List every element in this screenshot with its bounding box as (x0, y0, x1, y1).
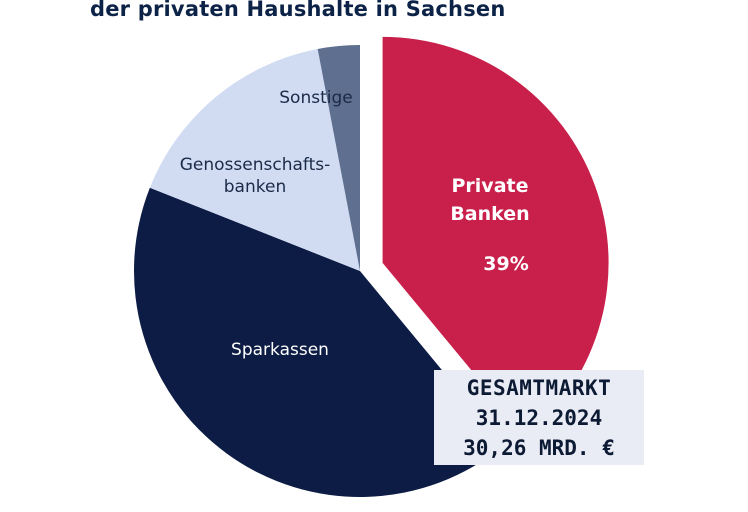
label-private-banken-1: Private (452, 175, 529, 197)
total-market-date: 31.12.2024 (475, 406, 603, 430)
label-sparkassen-1: Sparkassen (231, 340, 329, 360)
pie-labels: Private Banken 39% Sparkassen Genossenschaft… (180, 88, 530, 360)
slice-private-banken (382, 36, 609, 438)
chart-title: der privaten Haushalte in Sachsen (90, 0, 506, 21)
slice-sparkassen (134, 187, 505, 498)
slice-sonstige (317, 45, 360, 271)
label-sonstige-1: Sonstige (279, 88, 352, 108)
pie-slices (134, 36, 609, 498)
slice-genossenschaftsbanken (149, 49, 360, 271)
label-private-banken-2: Banken (450, 203, 529, 225)
value-label-private-banken: 39% (483, 253, 528, 275)
label-genossenschaftsbanken-2: banken (224, 177, 286, 197)
total-market-box: GESAMTMARKT 31.12.2024 30,26 MRD. € (434, 370, 644, 465)
total-market-label: GESAMTMARKT (466, 376, 612, 400)
label-genossenschaftsbanken-1: Genossenschafts- (180, 155, 331, 175)
total-market-amount: 30,26 MRD. € (463, 436, 615, 460)
